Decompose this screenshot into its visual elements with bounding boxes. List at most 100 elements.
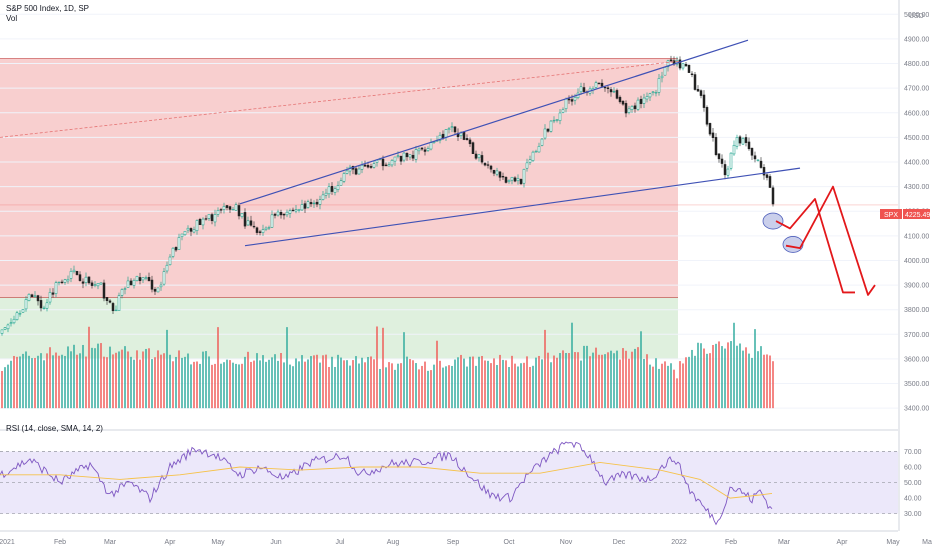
candle-body (711, 132, 715, 138)
volume-bar (538, 355, 540, 409)
volume-bar (568, 353, 570, 409)
volume-bar (601, 354, 603, 409)
volume-bar (349, 365, 351, 409)
volume-bar (520, 363, 522, 409)
candle-body (759, 160, 763, 168)
candle-body (39, 300, 43, 309)
candle-body (3, 327, 7, 330)
volume-bar (577, 352, 579, 409)
time-axis-tick: Apr (837, 539, 849, 546)
price-axis-tick: 4800.00 (904, 61, 929, 68)
volume-bar (139, 359, 141, 409)
volume-bar (340, 357, 342, 409)
candle-body (495, 170, 499, 175)
volume-bar (574, 352, 576, 409)
volume-bar (187, 353, 189, 409)
candle-body (387, 164, 391, 167)
candle-body (579, 86, 583, 93)
volume-bar (544, 329, 546, 409)
candle-body (426, 148, 430, 151)
volume-bar (37, 355, 39, 409)
volume-bar (649, 364, 651, 409)
candle-body (114, 309, 118, 312)
chart-title: S&P 500 Index, 1D, SP (6, 4, 89, 13)
volume-bar (64, 355, 66, 409)
volume-bar (202, 351, 204, 409)
candle-body (540, 138, 544, 146)
volume-bar (181, 357, 183, 409)
candle-body (528, 159, 532, 163)
candle-body (450, 126, 454, 128)
volume-bar (373, 359, 375, 409)
candle-body (345, 170, 349, 174)
candle-body (87, 276, 91, 284)
volume-bar (196, 361, 198, 409)
candle-body (471, 142, 475, 154)
volume-bar (67, 346, 69, 409)
candle-body (666, 60, 670, 68)
volume-bar (238, 364, 240, 409)
volume-bar (61, 354, 63, 409)
time-axis-tick: Ma (922, 539, 932, 546)
volume-bar (169, 354, 171, 409)
candle-body (381, 158, 385, 167)
candle-body (48, 292, 52, 303)
volume-bar (199, 363, 201, 409)
volume-bar (49, 347, 51, 409)
volume-bar (664, 361, 666, 409)
volume-bar (718, 341, 720, 409)
candle-body (93, 284, 97, 286)
volume-bar (526, 356, 528, 409)
volume-bar (403, 332, 405, 409)
volume-bar (121, 349, 123, 409)
zones (0, 58, 898, 359)
price-axis-tick: 3900.00 (904, 283, 929, 290)
volume-bar (529, 366, 531, 409)
candle-body (771, 187, 775, 205)
volume-bar (334, 366, 336, 409)
volume-bar (496, 365, 498, 409)
volume-bar (556, 357, 558, 409)
candle-body (57, 281, 61, 284)
volume-bar (85, 356, 87, 409)
candle-body (165, 264, 169, 272)
candle-body (546, 128, 550, 132)
volume-bar (223, 362, 225, 409)
red-zone (0, 58, 678, 298)
volume-bar (586, 345, 588, 409)
candle-body (762, 167, 766, 176)
time-axis-tick: Mar (778, 539, 791, 546)
candle-body (81, 281, 85, 284)
volume-bar (262, 355, 264, 409)
volume-bar (658, 368, 660, 409)
candle-body (12, 318, 16, 324)
rsi-axis-tick: 70.00 (904, 449, 922, 456)
price-axis-tick: 3400.00 (904, 406, 929, 413)
volume-bar (766, 354, 768, 409)
volume-bar (10, 360, 12, 409)
candle-body (564, 98, 568, 110)
volume-bar (676, 378, 678, 409)
volume-bar (307, 359, 309, 409)
volume-bar (226, 359, 228, 409)
volume-bar (445, 366, 447, 409)
candle-body (717, 153, 721, 160)
volume-bar (706, 353, 708, 409)
candle-body (657, 78, 661, 93)
candle-body (510, 177, 514, 181)
volume-bar (424, 361, 426, 409)
volume-bar (244, 356, 246, 409)
candle-body (315, 201, 319, 205)
candle-body (480, 155, 484, 163)
volume-bar (511, 355, 513, 409)
volume-bar (409, 359, 411, 409)
rsi-axis-tick: 50.00 (904, 480, 922, 487)
volume-bar (427, 370, 429, 409)
candle-body (180, 233, 184, 237)
candle-body (327, 186, 331, 195)
volume-bar (580, 360, 582, 409)
volume-bar (211, 364, 213, 409)
candle-body (90, 282, 94, 286)
